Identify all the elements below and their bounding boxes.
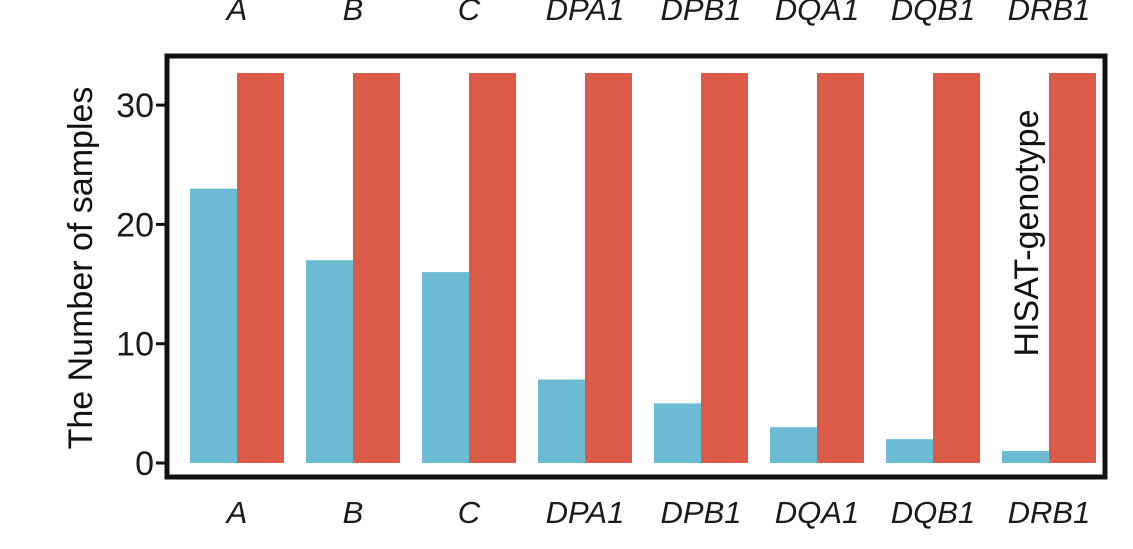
bar-series2-drb1: [1049, 73, 1096, 463]
x-tick-label: DPB1: [661, 495, 742, 530]
bar-series1-c: [422, 272, 469, 463]
bottom-category-labels: A B C DPA1 DPB1 DQA1 DQB1 DRB1: [225, 495, 1091, 530]
x-tick-label: DQA1: [775, 495, 859, 530]
top-category-label: B: [343, 0, 364, 27]
top-category-labels: A B C DPA1 DPB1 DQA1 DQB1 DRB1: [225, 0, 1091, 27]
bar-series1-dqa1: [770, 427, 817, 463]
bars: [190, 73, 1096, 464]
plot-frame: [164, 53, 1108, 480]
top-category-label: DQB1: [891, 0, 975, 27]
x-tick-label: C: [458, 495, 481, 530]
bar-series2-dqb1: [933, 73, 980, 463]
annotation-label: HISAT-genotype: [1008, 110, 1046, 357]
top-category-label: DPA1: [546, 0, 625, 27]
bar-series2-b: [353, 73, 400, 463]
x-tick-label: A: [225, 495, 248, 530]
top-category-label: A: [225, 0, 248, 27]
x-tick-label: DPA1: [546, 495, 625, 530]
bar-series1-b: [306, 260, 353, 463]
bar-series1-dqb1: [886, 439, 933, 463]
y-tick-label: 0: [135, 445, 154, 483]
y-tick-label: 30: [116, 87, 154, 125]
bar-series2-a: [237, 73, 284, 463]
top-category-label: DPB1: [661, 0, 742, 27]
bar-series1-dpa1: [538, 379, 585, 463]
bar-series1-drb1: [1002, 451, 1049, 463]
bar-series1-dpb1: [654, 403, 701, 463]
y-axis-title: The Number of samples: [62, 87, 100, 450]
top-category-label: C: [458, 0, 481, 27]
y-tick-label: 20: [116, 206, 154, 244]
bar-series2-dqa1: [817, 73, 864, 463]
top-category-label: DQA1: [775, 0, 859, 27]
y-axis-ticks: 0 10 20 30: [116, 87, 167, 483]
bar-series1-a: [190, 188, 237, 464]
x-tick-label: DRB1: [1008, 495, 1091, 530]
y-tick-label: 10: [116, 326, 154, 364]
bar-series2-dpb1: [701, 73, 748, 463]
bar-series2-c: [469, 73, 516, 463]
top-category-label: DRB1: [1008, 0, 1091, 27]
x-tick-label: B: [343, 495, 364, 530]
bar-series2-dpa1: [585, 73, 632, 463]
x-tick-label: DQB1: [891, 495, 975, 530]
